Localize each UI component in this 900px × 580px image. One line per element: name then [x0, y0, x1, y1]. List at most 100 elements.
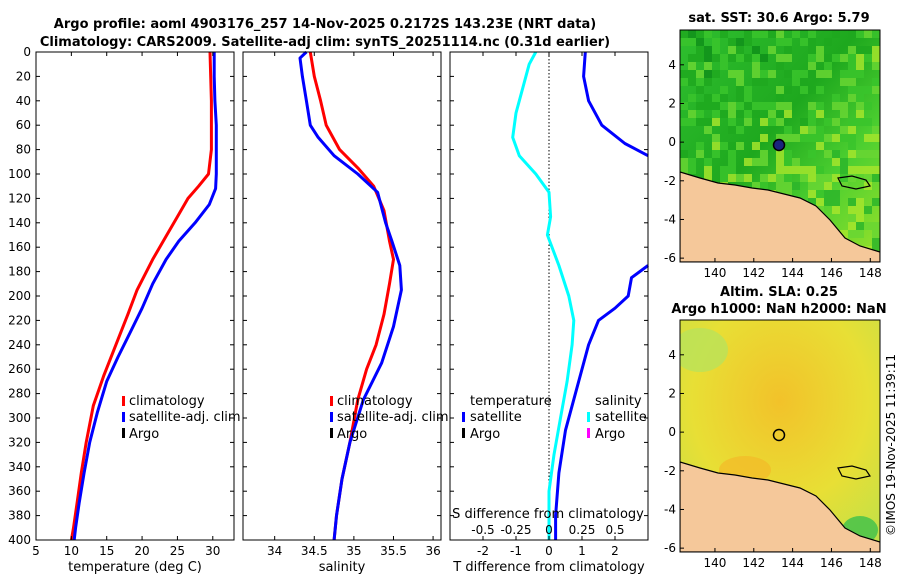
x-tick-label: -2: [477, 544, 489, 558]
map-x-tick-label: 142: [742, 556, 765, 570]
sst-pixel: [864, 102, 872, 110]
sst-pixel: [800, 166, 808, 174]
y-tick-label: 140: [8, 216, 31, 230]
sst-pixel: [808, 118, 816, 126]
sst-pixel: [808, 126, 816, 134]
sst-pixel: [776, 158, 784, 166]
sst-pixel: [736, 70, 744, 78]
sst-pixel: [848, 118, 856, 126]
sst-pixel: [872, 150, 880, 158]
y-tick-label: 20: [16, 69, 31, 83]
y-tick-label: 60: [16, 118, 31, 132]
map-y-tick-label: 4: [668, 58, 676, 72]
legend-s-argo-label: Argo: [595, 427, 625, 442]
sst-pixel: [832, 158, 840, 166]
sst-pixel: [856, 214, 864, 222]
sla-anomaly-patch: [680, 328, 728, 372]
sst-pixel: [848, 166, 856, 174]
sst-pixel: [872, 126, 880, 134]
sst-pixel: [864, 54, 872, 62]
legend-satellite-label: satellite-adj. clim: [337, 410, 449, 425]
x-tick-label: 5: [32, 544, 40, 558]
sst-pixel: [816, 198, 824, 206]
sst-pixel: [680, 150, 688, 158]
map-y-tick-label: 2: [668, 386, 676, 400]
sst-pixel: [800, 126, 808, 134]
sst-pixel: [848, 94, 856, 102]
sst-pixel: [752, 102, 760, 110]
sst-pixel: [720, 62, 728, 70]
sst-pixel: [816, 110, 824, 118]
sst-pixel: [776, 94, 784, 102]
sst-pixel: [776, 102, 784, 110]
map-y-tick-label: 0: [668, 425, 676, 439]
x-tick-label: 10: [64, 544, 79, 558]
temperature-xlabel: temperature (deg C): [68, 560, 202, 575]
sla-map-subtitle: Argo h1000: NaN h2000: NaN: [671, 302, 886, 317]
sst-pixel: [768, 118, 776, 126]
sst-pixel: [768, 102, 776, 110]
y-tick-label: 80: [16, 143, 31, 157]
sst-pixel: [856, 166, 864, 174]
sst-pixel: [712, 150, 720, 158]
sst-pixel: [736, 110, 744, 118]
map-y-tick-label: -4: [664, 502, 676, 516]
sst-pixel: [688, 78, 696, 86]
sst-pixel: [848, 46, 856, 54]
sst-pixel: [808, 190, 816, 198]
y-tick-label: 100: [8, 167, 31, 181]
sst-pixel: [696, 110, 704, 118]
x-tick-label: 15: [99, 544, 114, 558]
sst-pixel: [728, 54, 736, 62]
sst-pixel: [840, 54, 848, 62]
sst-pixel: [840, 174, 848, 182]
temperature-legend: climatology satellite-adj. clim Argo: [122, 394, 241, 442]
sst-pixel: [728, 142, 736, 150]
sla-land: [680, 461, 880, 552]
sst-pixel: [744, 38, 752, 46]
legend-t-argo-swatch: [462, 428, 465, 438]
sst-pixel: [792, 70, 800, 78]
sst-pixel: [792, 166, 800, 174]
sst-pixel: [872, 78, 880, 86]
sst-pixel: [856, 62, 864, 70]
sst-pixel: [696, 78, 704, 86]
sst-pixel: [696, 102, 704, 110]
sst-land: [680, 171, 880, 262]
sst-pixel: [848, 78, 856, 86]
sst-pixel: [848, 150, 856, 158]
sst-pixel: [696, 118, 704, 126]
sst-pixel: [712, 102, 720, 110]
sst-pixel: [744, 174, 752, 182]
y-tick-label: 260: [8, 362, 31, 376]
legend-satellite-swatch: [122, 412, 125, 422]
sst-pixel: [760, 158, 768, 166]
y-tick-label: 240: [8, 338, 31, 352]
sst-pixel: [816, 54, 824, 62]
sst-pixel: [856, 46, 864, 54]
sst-pixel: [688, 38, 696, 46]
y-tick-label: 200: [8, 289, 31, 303]
series-line-salinity-satellite-deep-: [554, 264, 649, 540]
s-diff-tick-label: -0.25: [500, 523, 531, 537]
sst-pixel: [848, 198, 856, 206]
sst-pixel: [872, 198, 880, 206]
sst-pixel: [712, 110, 720, 118]
series-line-climatology: [308, 51, 395, 541]
sst-pixel: [760, 182, 768, 190]
sst-pixel: [872, 30, 880, 38]
sst-pixel: [840, 230, 848, 238]
sst-pixel: [720, 94, 728, 102]
sst-pixel: [760, 30, 768, 38]
sst-pixel: [848, 30, 856, 38]
sst-pixel: [720, 166, 728, 174]
sst-pixel: [872, 134, 880, 142]
sst-pixel: [864, 134, 872, 142]
sst-pixel: [696, 54, 704, 62]
sst-pixel: [680, 78, 688, 86]
sst-pixel: [824, 118, 832, 126]
sst-pixel: [720, 86, 728, 94]
sst-pixel: [856, 102, 864, 110]
sst-pixel: [768, 110, 776, 118]
sst-pixel: [688, 118, 696, 126]
